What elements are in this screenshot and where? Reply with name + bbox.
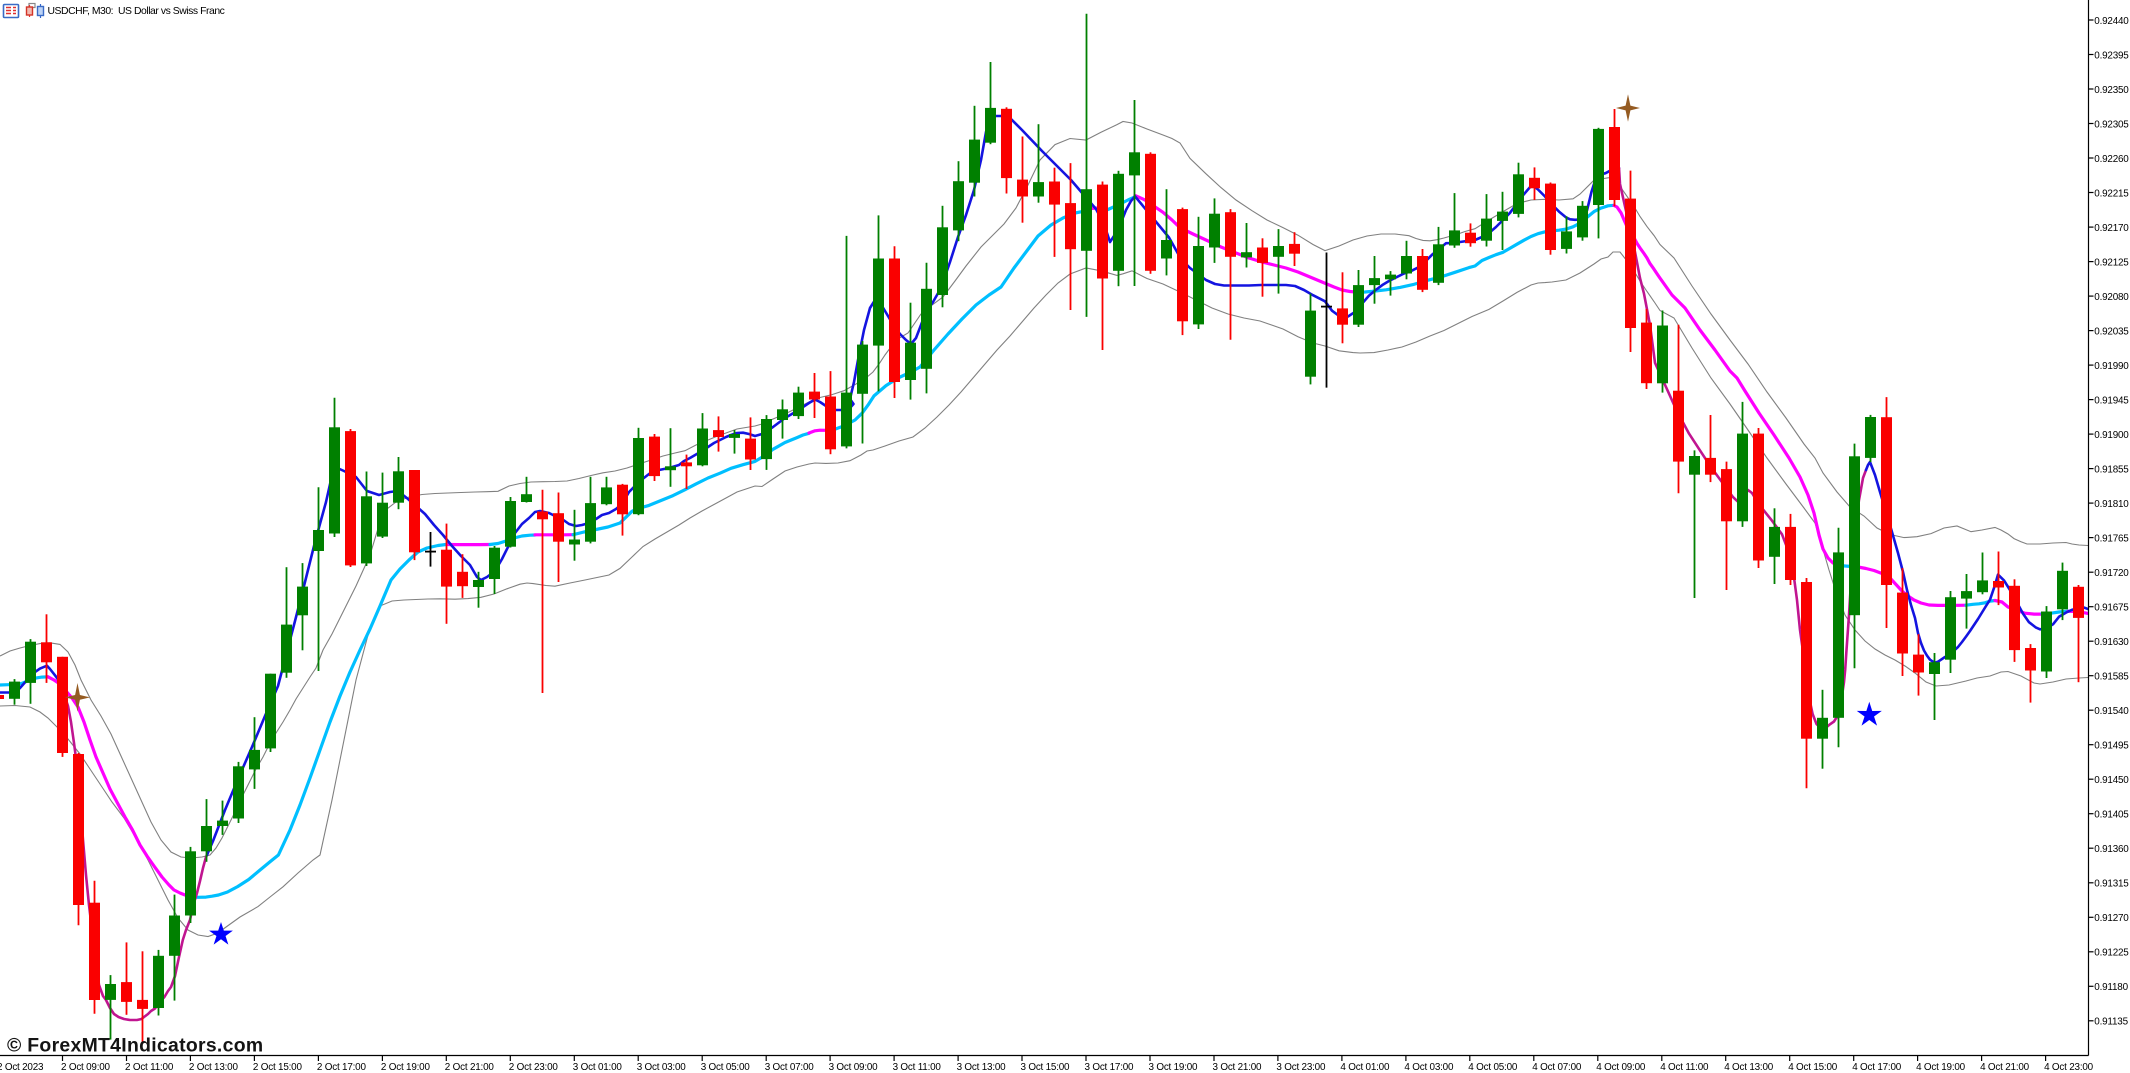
svg-text:3 Oct 15:00: 3 Oct 15:00 <box>1021 1062 1071 1073</box>
svg-text:2 Oct 21:00: 2 Oct 21:00 <box>445 1062 495 1073</box>
svg-text:3 Oct 09:00: 3 Oct 09:00 <box>829 1062 879 1073</box>
svg-text:0.92125: 0.92125 <box>2094 257 2129 268</box>
svg-text:0.91675: 0.91675 <box>2094 603 2129 614</box>
svg-text:0.91450: 0.91450 <box>2094 775 2129 786</box>
svg-text:4 Oct 11:00: 4 Oct 11:00 <box>1660 1062 1709 1073</box>
svg-text:4 Oct 19:00: 4 Oct 19:00 <box>1916 1062 1966 1073</box>
svg-text:2 Oct 23:00: 2 Oct 23:00 <box>509 1062 559 1073</box>
svg-text:0.91270: 0.91270 <box>2094 913 2129 924</box>
svg-text:4 Oct 07:00: 4 Oct 07:00 <box>1532 1062 1582 1073</box>
svg-text:0.91135: 0.91135 <box>2094 1017 2128 1028</box>
svg-text:0.91990: 0.91990 <box>2094 361 2129 372</box>
svg-text:4 Oct 09:00: 4 Oct 09:00 <box>1596 1062 1646 1073</box>
svg-text:0.91810: 0.91810 <box>2094 499 2129 510</box>
svg-text:4 Oct 01:00: 4 Oct 01:00 <box>1340 1062 1390 1073</box>
svg-text:2 Oct 19:00: 2 Oct 19:00 <box>381 1062 431 1073</box>
svg-text:0.91630: 0.91630 <box>2094 637 2129 648</box>
svg-text:4 Oct 21:00: 4 Oct 21:00 <box>1980 1062 2030 1073</box>
svg-text:3 Oct 23:00: 3 Oct 23:00 <box>1276 1062 1326 1073</box>
svg-text:USDCHF, M30: US Dollar vs Swi: USDCHF, M30: US Dollar vs Swiss Franc <box>48 6 225 17</box>
svg-text:0.92080: 0.92080 <box>2094 292 2129 303</box>
svg-text:4 Oct 03:00: 4 Oct 03:00 <box>1404 1062 1454 1073</box>
svg-text:0.92440: 0.92440 <box>2094 16 2129 27</box>
svg-text:2 Oct 13:00: 2 Oct 13:00 <box>189 1062 239 1073</box>
svg-text:4 Oct 17:00: 4 Oct 17:00 <box>1852 1062 1902 1073</box>
svg-text:0.91495: 0.91495 <box>2094 741 2129 752</box>
svg-text:0.92170: 0.92170 <box>2094 223 2129 234</box>
svg-text:2 Oct 15:00: 2 Oct 15:00 <box>253 1062 303 1073</box>
svg-text:0.92350: 0.92350 <box>2094 85 2129 96</box>
svg-text:0.91405: 0.91405 <box>2094 810 2129 821</box>
svg-text:3 Oct 13:00: 3 Oct 13:00 <box>957 1062 1007 1073</box>
svg-text:4 Oct 05:00: 4 Oct 05:00 <box>1468 1062 1518 1073</box>
svg-text:3 Oct 03:00: 3 Oct 03:00 <box>637 1062 687 1073</box>
svg-text:0.92215: 0.92215 <box>2094 188 2129 199</box>
svg-text:3 Oct 19:00: 3 Oct 19:00 <box>1149 1062 1199 1073</box>
svg-text:0.91360: 0.91360 <box>2094 844 2129 855</box>
svg-text:4 Oct 13:00: 4 Oct 13:00 <box>1724 1062 1774 1073</box>
svg-text:3 Oct 05:00: 3 Oct 05:00 <box>701 1062 751 1073</box>
svg-text:0.92395: 0.92395 <box>2094 50 2129 61</box>
svg-text:3 Oct 11:00: 3 Oct 11:00 <box>893 1062 942 1073</box>
svg-text:0.91225: 0.91225 <box>2094 948 2129 959</box>
svg-text:0.91180: 0.91180 <box>2094 982 2128 993</box>
svg-text:0.91900: 0.91900 <box>2094 430 2129 441</box>
svg-text:4 Oct 23:00: 4 Oct 23:00 <box>2044 1062 2094 1073</box>
svg-text:4 Oct 15:00: 4 Oct 15:00 <box>1788 1062 1838 1073</box>
svg-text:0.91720: 0.91720 <box>2094 568 2129 579</box>
svg-text:0.91765: 0.91765 <box>2094 533 2129 544</box>
svg-text:3 Oct 21:00: 3 Oct 21:00 <box>1213 1062 1263 1073</box>
svg-text:3 Oct 01:00: 3 Oct 01:00 <box>573 1062 623 1073</box>
svg-text:3 Oct 17:00: 3 Oct 17:00 <box>1085 1062 1135 1073</box>
svg-text:2 Oct 09:00: 2 Oct 09:00 <box>61 1062 111 1073</box>
svg-text:0.91540: 0.91540 <box>2094 706 2129 717</box>
svg-text:© ForexMT4Indicators.com: © ForexMT4Indicators.com <box>7 1035 263 1057</box>
svg-text:0.91315: 0.91315 <box>2094 879 2129 890</box>
svg-text:2 Oct 2023: 2 Oct 2023 <box>0 1062 44 1073</box>
svg-text:0.92035: 0.92035 <box>2094 326 2129 337</box>
svg-text:2 Oct 17:00: 2 Oct 17:00 <box>317 1062 367 1073</box>
svg-text:0.91945: 0.91945 <box>2094 395 2129 406</box>
svg-text:2 Oct 11:00: 2 Oct 11:00 <box>125 1062 174 1073</box>
svg-text:0.92305: 0.92305 <box>2094 119 2129 130</box>
svg-text:0.92260: 0.92260 <box>2094 154 2129 165</box>
svg-text:0.91585: 0.91585 <box>2094 672 2129 683</box>
svg-text:0.91855: 0.91855 <box>2094 464 2129 475</box>
svg-text:3 Oct 07:00: 3 Oct 07:00 <box>765 1062 815 1073</box>
